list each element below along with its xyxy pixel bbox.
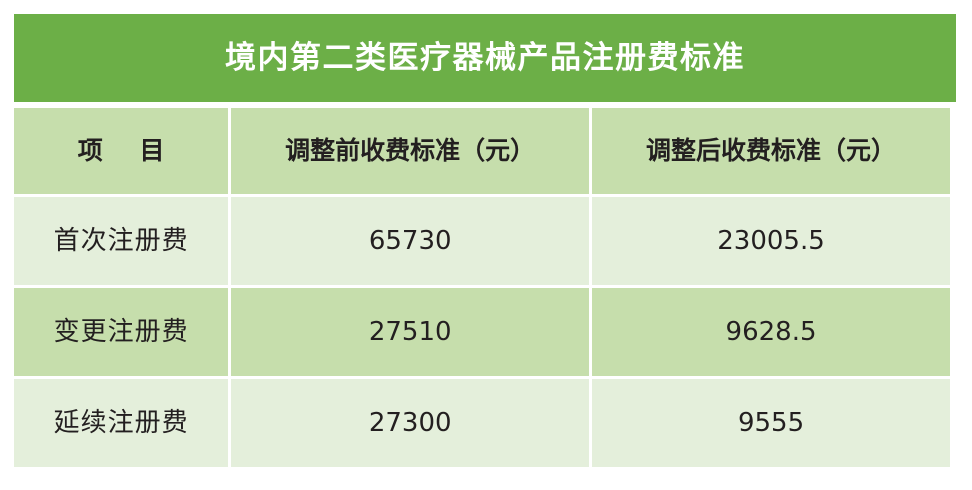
cell-item-name: 变更注册费 [14,288,229,376]
table-row: 变更注册费 27510 9628.5 [14,288,950,376]
table-row: 延续注册费 27300 9555 [14,379,950,467]
figure-title: 境内第二类医疗器械产品注册费标准 [225,39,745,76]
cell-item-name: 延续注册费 [14,379,229,467]
column-header-after-adjustment: 调整后收费标准（元） [592,108,950,194]
column-header-item: 项 目 [14,108,229,194]
cell-after-amount: 9555 [592,379,950,467]
fee-standard-table: 项 目 调整前收费标准（元） 调整后收费标准（元） 首次注册费 65730 23… [11,105,953,470]
cell-after-amount: 9628.5 [592,288,950,376]
cell-item-name: 首次注册费 [14,197,229,285]
cell-after-amount: 23005.5 [592,197,950,285]
table-row: 首次注册费 65730 23005.5 [14,197,950,285]
figure-title-banner: 境内第二类医疗器械产品注册费标准 [14,14,956,102]
cell-before-amount: 27300 [231,379,590,467]
cell-before-amount: 27510 [231,288,590,376]
column-header-before-adjustment: 调整前收费标准（元） [231,108,590,194]
table-header-row: 项 目 调整前收费标准（元） 调整后收费标准（元） [14,108,950,194]
cell-before-amount: 65730 [231,197,590,285]
